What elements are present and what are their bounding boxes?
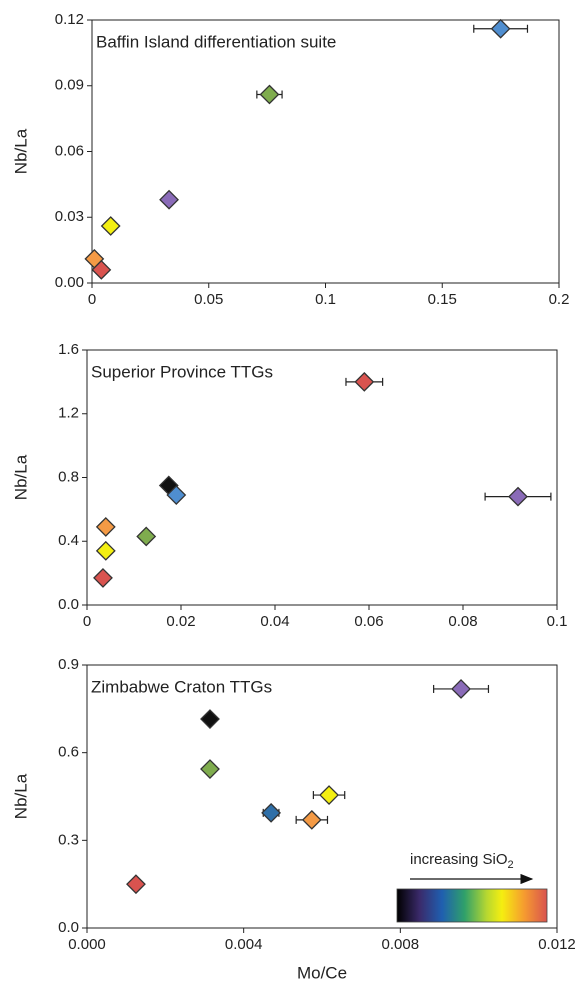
data-point bbox=[508, 486, 528, 507]
colorbar-label: increasing SiO2 bbox=[410, 851, 514, 871]
x-tick-label: 0.1 bbox=[547, 613, 568, 630]
x-tick-label: 0.004 bbox=[225, 936, 263, 953]
x-tick-label: 0.15 bbox=[428, 291, 457, 308]
y-axis-label: Nb/La bbox=[11, 128, 30, 174]
x-tick-label: 0.1 bbox=[315, 291, 336, 308]
data-point bbox=[354, 371, 375, 392]
x-tick-label: 0 bbox=[88, 291, 96, 308]
data-point bbox=[301, 809, 322, 830]
y-tick-label: 1.6 bbox=[58, 341, 79, 358]
data-point bbox=[259, 84, 280, 105]
y-tick-label: 0.06 bbox=[55, 142, 84, 159]
data-point bbox=[451, 679, 471, 699]
data-point bbox=[490, 18, 511, 39]
colorbar-label-text: increasing SiO bbox=[410, 851, 508, 868]
y-tick-label: 0.6 bbox=[58, 744, 79, 761]
data-point bbox=[166, 485, 187, 505]
y-tick-label: 0.00 bbox=[55, 274, 84, 291]
data-point bbox=[95, 516, 116, 537]
y-tick-label: 0.0 bbox=[58, 919, 79, 936]
panel-title: Baffin Island differentiation suite bbox=[96, 32, 336, 51]
data-point bbox=[126, 874, 146, 895]
plot-frame bbox=[86, 664, 558, 929]
y-tick-label: 0.4 bbox=[58, 532, 79, 549]
plot-frame bbox=[86, 349, 558, 606]
y-axis-label: Nb/La bbox=[11, 454, 30, 500]
x-tick-label: 0.2 bbox=[549, 291, 570, 308]
data-point bbox=[95, 540, 116, 561]
x-tick-label: 0.02 bbox=[166, 613, 195, 630]
y-tick-label: 0.12 bbox=[55, 11, 84, 28]
data-point bbox=[91, 259, 112, 280]
data-point bbox=[100, 216, 121, 236]
y-tick-label: 1.2 bbox=[58, 405, 79, 422]
panel-title: Superior Province TTGs bbox=[91, 362, 273, 381]
x-tick-label: 0.05 bbox=[194, 291, 223, 308]
data-point bbox=[93, 567, 113, 588]
y-tick-label: 0.0 bbox=[58, 596, 79, 613]
plot-frame bbox=[91, 19, 560, 284]
panel-title: Zimbabwe Craton TTGs bbox=[91, 677, 272, 696]
x-tick-label: 0.04 bbox=[260, 613, 289, 630]
y-tick-label: 0.3 bbox=[58, 831, 79, 848]
y-tick-label: 0.8 bbox=[58, 468, 79, 485]
x-tick-label: 0.008 bbox=[382, 936, 420, 953]
x-axis-label: Mo/Ce bbox=[297, 963, 347, 982]
y-tick-label: 0.09 bbox=[55, 77, 84, 94]
x-tick-label: 0.06 bbox=[354, 613, 383, 630]
data-point bbox=[200, 759, 220, 779]
y-tick-label: 0.9 bbox=[58, 656, 79, 673]
colorbar bbox=[396, 888, 548, 923]
x-tick-label: 0 bbox=[83, 613, 91, 630]
colorbar-label-subscript: 2 bbox=[508, 859, 514, 871]
x-tick-label: 0.012 bbox=[538, 936, 576, 953]
x-tick-label: 0.000 bbox=[68, 936, 106, 953]
data-point bbox=[159, 189, 179, 210]
data-point bbox=[319, 785, 339, 805]
data-point bbox=[136, 526, 157, 547]
y-tick-label: 0.03 bbox=[55, 208, 84, 225]
data-point bbox=[200, 709, 220, 729]
data-point bbox=[261, 802, 282, 823]
y-axis-label: Nb/La bbox=[11, 773, 30, 819]
x-tick-label: 0.08 bbox=[448, 613, 477, 630]
